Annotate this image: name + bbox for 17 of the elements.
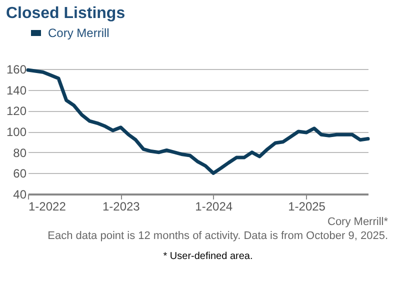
y-tick-label: 120 [6,104,27,118]
x-tick-label: 1-2022 [28,200,66,214]
y-tick-label: 80 [13,146,27,160]
legend-label: Cory Merrill [48,26,110,40]
chart-title: Closed Listings [6,5,126,22]
y-tick-label: 140 [6,83,27,98]
y-tick-label: 40 [13,188,27,202]
text: * User-defined area. [163,251,253,262]
text: Each data point is 12 months of activity. Data is from October 9, 2025. [48,230,388,242]
y-tick-label: 100 [6,125,27,139]
y-tick-label: 60 [13,166,27,181]
y-tick-label: 160 [6,62,27,76]
x-tick-label: 1-2025 [288,200,326,214]
x-tick-label: 1-2023 [102,200,140,214]
text: Cory Merrill* [328,216,389,228]
line-series [26,68,370,175]
x-tick-label: 1-2024 [195,200,233,214]
